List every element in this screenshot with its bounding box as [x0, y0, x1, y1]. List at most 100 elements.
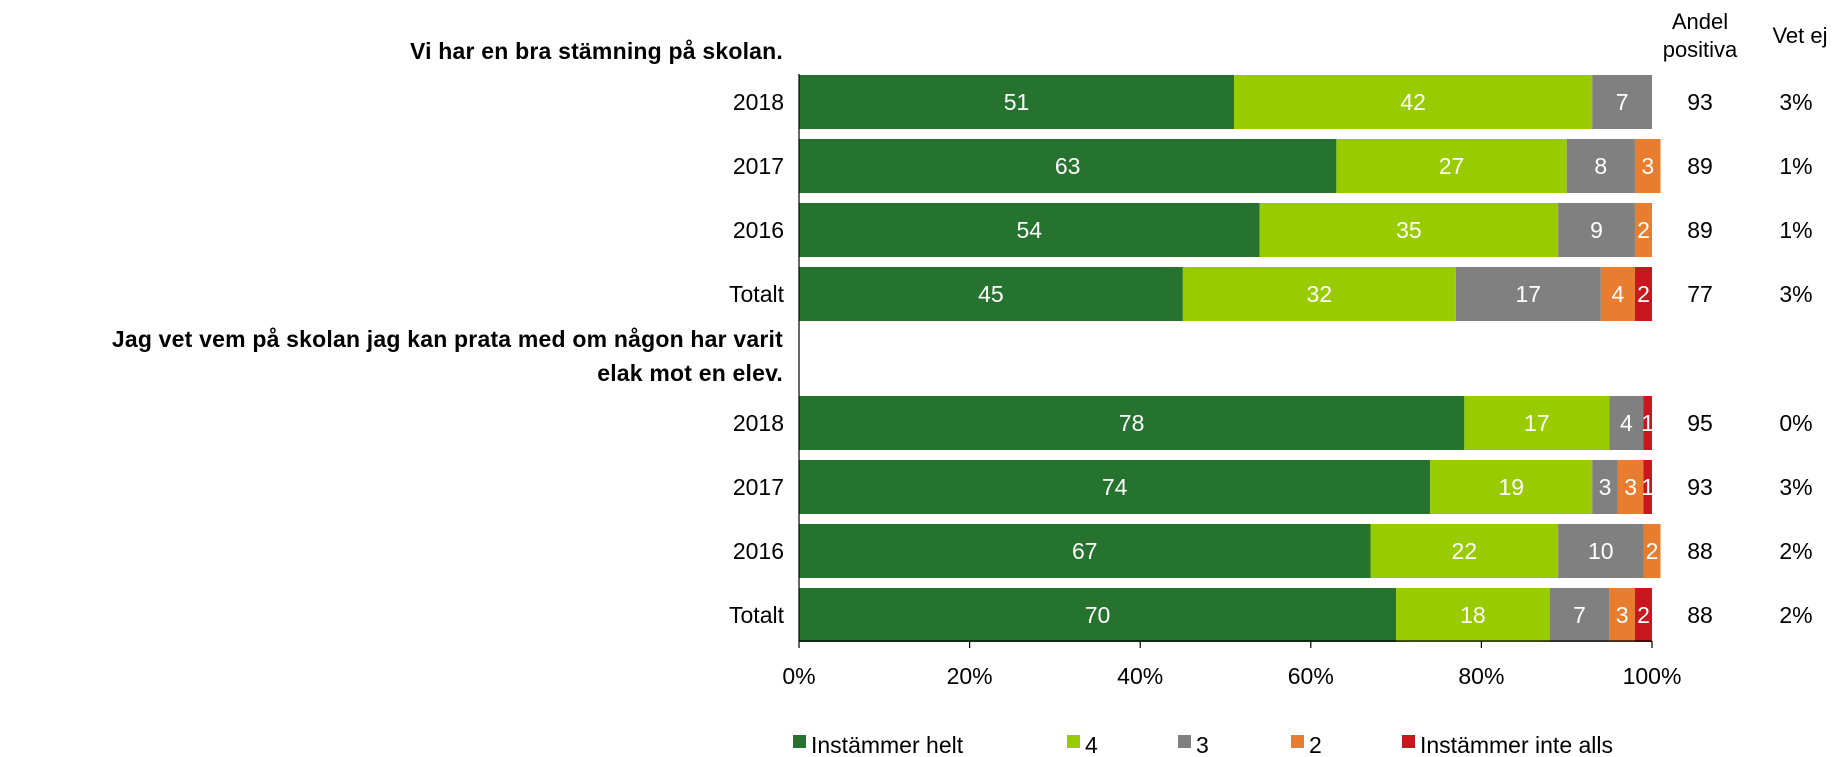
- bar-value-label: 78: [1119, 410, 1145, 436]
- x-tick-label: 100%: [1623, 663, 1682, 689]
- legend-swatch-instammer-helt: [793, 735, 806, 748]
- bar-segment-instammer-helt: [799, 267, 1183, 321]
- bar-value-label: 70: [1085, 602, 1111, 628]
- bar-segment-instammer-helt: [799, 524, 1371, 578]
- x-tick-label: 0%: [782, 663, 815, 689]
- row-label: 2016: [733, 217, 784, 243]
- row-label: 2018: [733, 89, 784, 115]
- andel-positiva-value: 77: [1687, 281, 1713, 307]
- andel-header-line-1: Andel: [1671, 9, 1729, 34]
- bar-segment-instammer-helt: [799, 460, 1431, 514]
- x-tick-label: 20%: [947, 663, 993, 689]
- bar-segment-two: [1634, 203, 1652, 257]
- bar-segment-instammer-helt: [799, 139, 1337, 193]
- bar-value-label: 1: [1641, 474, 1654, 500]
- andel-positiva-value: 89: [1687, 153, 1713, 179]
- bar-segment-two: [1634, 139, 1661, 193]
- bar-segment-four: [1464, 396, 1610, 450]
- bar-value-label: 51: [1004, 89, 1030, 115]
- question-title-2-line-2: elak mot en elev.: [597, 360, 783, 386]
- bar-value-label: 35: [1396, 217, 1422, 243]
- bar-value-label: 17: [1524, 410, 1550, 436]
- andel-positiva-value: 93: [1687, 89, 1713, 115]
- x-tick-label: 40%: [1117, 663, 1163, 689]
- vet-ej-value: 3%: [1779, 89, 1812, 115]
- legend-label: Instämmer helt: [811, 732, 964, 757]
- bar-value-label: 54: [1017, 217, 1043, 243]
- legend-swatch-four: [1067, 735, 1080, 748]
- x-tick-label: 60%: [1288, 663, 1334, 689]
- bar-value-label: 7: [1616, 89, 1629, 115]
- bar-value-label: 4: [1620, 410, 1633, 436]
- question-title-2: Jag vet vem på skolan jag kan prata med …: [112, 322, 783, 390]
- row-label: 2017: [733, 474, 784, 500]
- andel-positiva-header: Andel positiva: [1652, 8, 1748, 64]
- bar-value-label: 4: [1611, 281, 1624, 307]
- vet-ej-value: 2%: [1779, 538, 1812, 564]
- bar-segment-four: [1370, 524, 1559, 578]
- bar-value-label: 18: [1460, 602, 1486, 628]
- andel-positiva-value: 93: [1687, 474, 1713, 500]
- bar-segment-four: [1430, 460, 1593, 514]
- row-label: 2016: [733, 538, 784, 564]
- andel-header-line-2: positiva: [1662, 37, 1738, 62]
- bar-segment-four: [1259, 203, 1559, 257]
- vet-ej-value: 2%: [1779, 602, 1812, 628]
- bar-segment-three: [1558, 524, 1644, 578]
- vet-ej-value: 3%: [1779, 474, 1812, 500]
- bar-value-label: 10: [1588, 538, 1614, 564]
- bar-segment-four: [1336, 139, 1567, 193]
- vet-ej-value: 0%: [1779, 410, 1812, 436]
- bar-segment-two: [1643, 524, 1661, 578]
- bar-segment-three: [1549, 588, 1610, 642]
- row-label: Totalt: [729, 281, 785, 307]
- bar-segment-instammer-inte-alls: [1634, 588, 1652, 642]
- andel-positiva-value: 88: [1687, 538, 1713, 564]
- question-title-2-line-1: Jag vet vem på skolan jag kan prata med …: [111, 326, 783, 352]
- bar-segment-instammer-inte-alls: [1643, 396, 1652, 450]
- legend-label: 3: [1196, 732, 1209, 757]
- andel-positiva-value: 89: [1687, 217, 1713, 243]
- bar-segment-three: [1566, 139, 1635, 193]
- bar-segment-three: [1455, 267, 1601, 321]
- bar-segment-two: [1600, 267, 1635, 321]
- bar-segment-four: [1396, 588, 1550, 642]
- bar-value-label: 2: [1637, 602, 1650, 628]
- bar-segment-three: [1558, 203, 1635, 257]
- row-label: 2017: [733, 153, 784, 179]
- bar-segment-two: [1617, 460, 1644, 514]
- bar-segment-instammer-inte-alls: [1634, 267, 1652, 321]
- legend-label: 2: [1309, 732, 1322, 757]
- bar-value-label: 19: [1498, 474, 1524, 500]
- bar-segment-two: [1609, 588, 1635, 642]
- legend-swatch-two: [1291, 735, 1304, 748]
- bar-value-label: 9: [1590, 217, 1603, 243]
- legend-label: 4: [1085, 732, 1098, 757]
- bar-value-label: 22: [1452, 538, 1478, 564]
- bar-segment-instammer-helt: [799, 75, 1235, 129]
- bar-value-label: 2: [1637, 281, 1650, 307]
- bar-value-label: 3: [1624, 474, 1637, 500]
- legend-swatch-three: [1178, 735, 1191, 748]
- bar-value-label: 3: [1599, 474, 1612, 500]
- legend-swatch-instammer-inte-alls: [1402, 735, 1415, 748]
- bar-value-label: 27: [1439, 153, 1465, 179]
- question-title-1: Vi har en bra stämning på skolan.: [410, 34, 783, 68]
- vet-ej-header-text: Vet ej: [1772, 23, 1828, 48]
- bar-segment-three: [1592, 75, 1652, 129]
- bar-value-label: 3: [1641, 153, 1654, 179]
- vet-ej-value: 3%: [1779, 281, 1812, 307]
- bar-value-label: 2: [1637, 217, 1650, 243]
- vet-ej-value: 1%: [1779, 153, 1812, 179]
- bar-value-label: 1: [1641, 410, 1654, 436]
- bar-value-label: 63: [1055, 153, 1081, 179]
- bar-segment-instammer-helt: [799, 396, 1465, 450]
- bar-segment-three: [1609, 396, 1644, 450]
- bar-segment-instammer-helt: [799, 203, 1260, 257]
- bar-value-label: 2: [1646, 538, 1659, 564]
- bar-value-label: 32: [1307, 281, 1333, 307]
- bar-value-label: 74: [1102, 474, 1128, 500]
- bar-segment-instammer-helt: [799, 588, 1397, 642]
- andel-positiva-value: 95: [1687, 410, 1713, 436]
